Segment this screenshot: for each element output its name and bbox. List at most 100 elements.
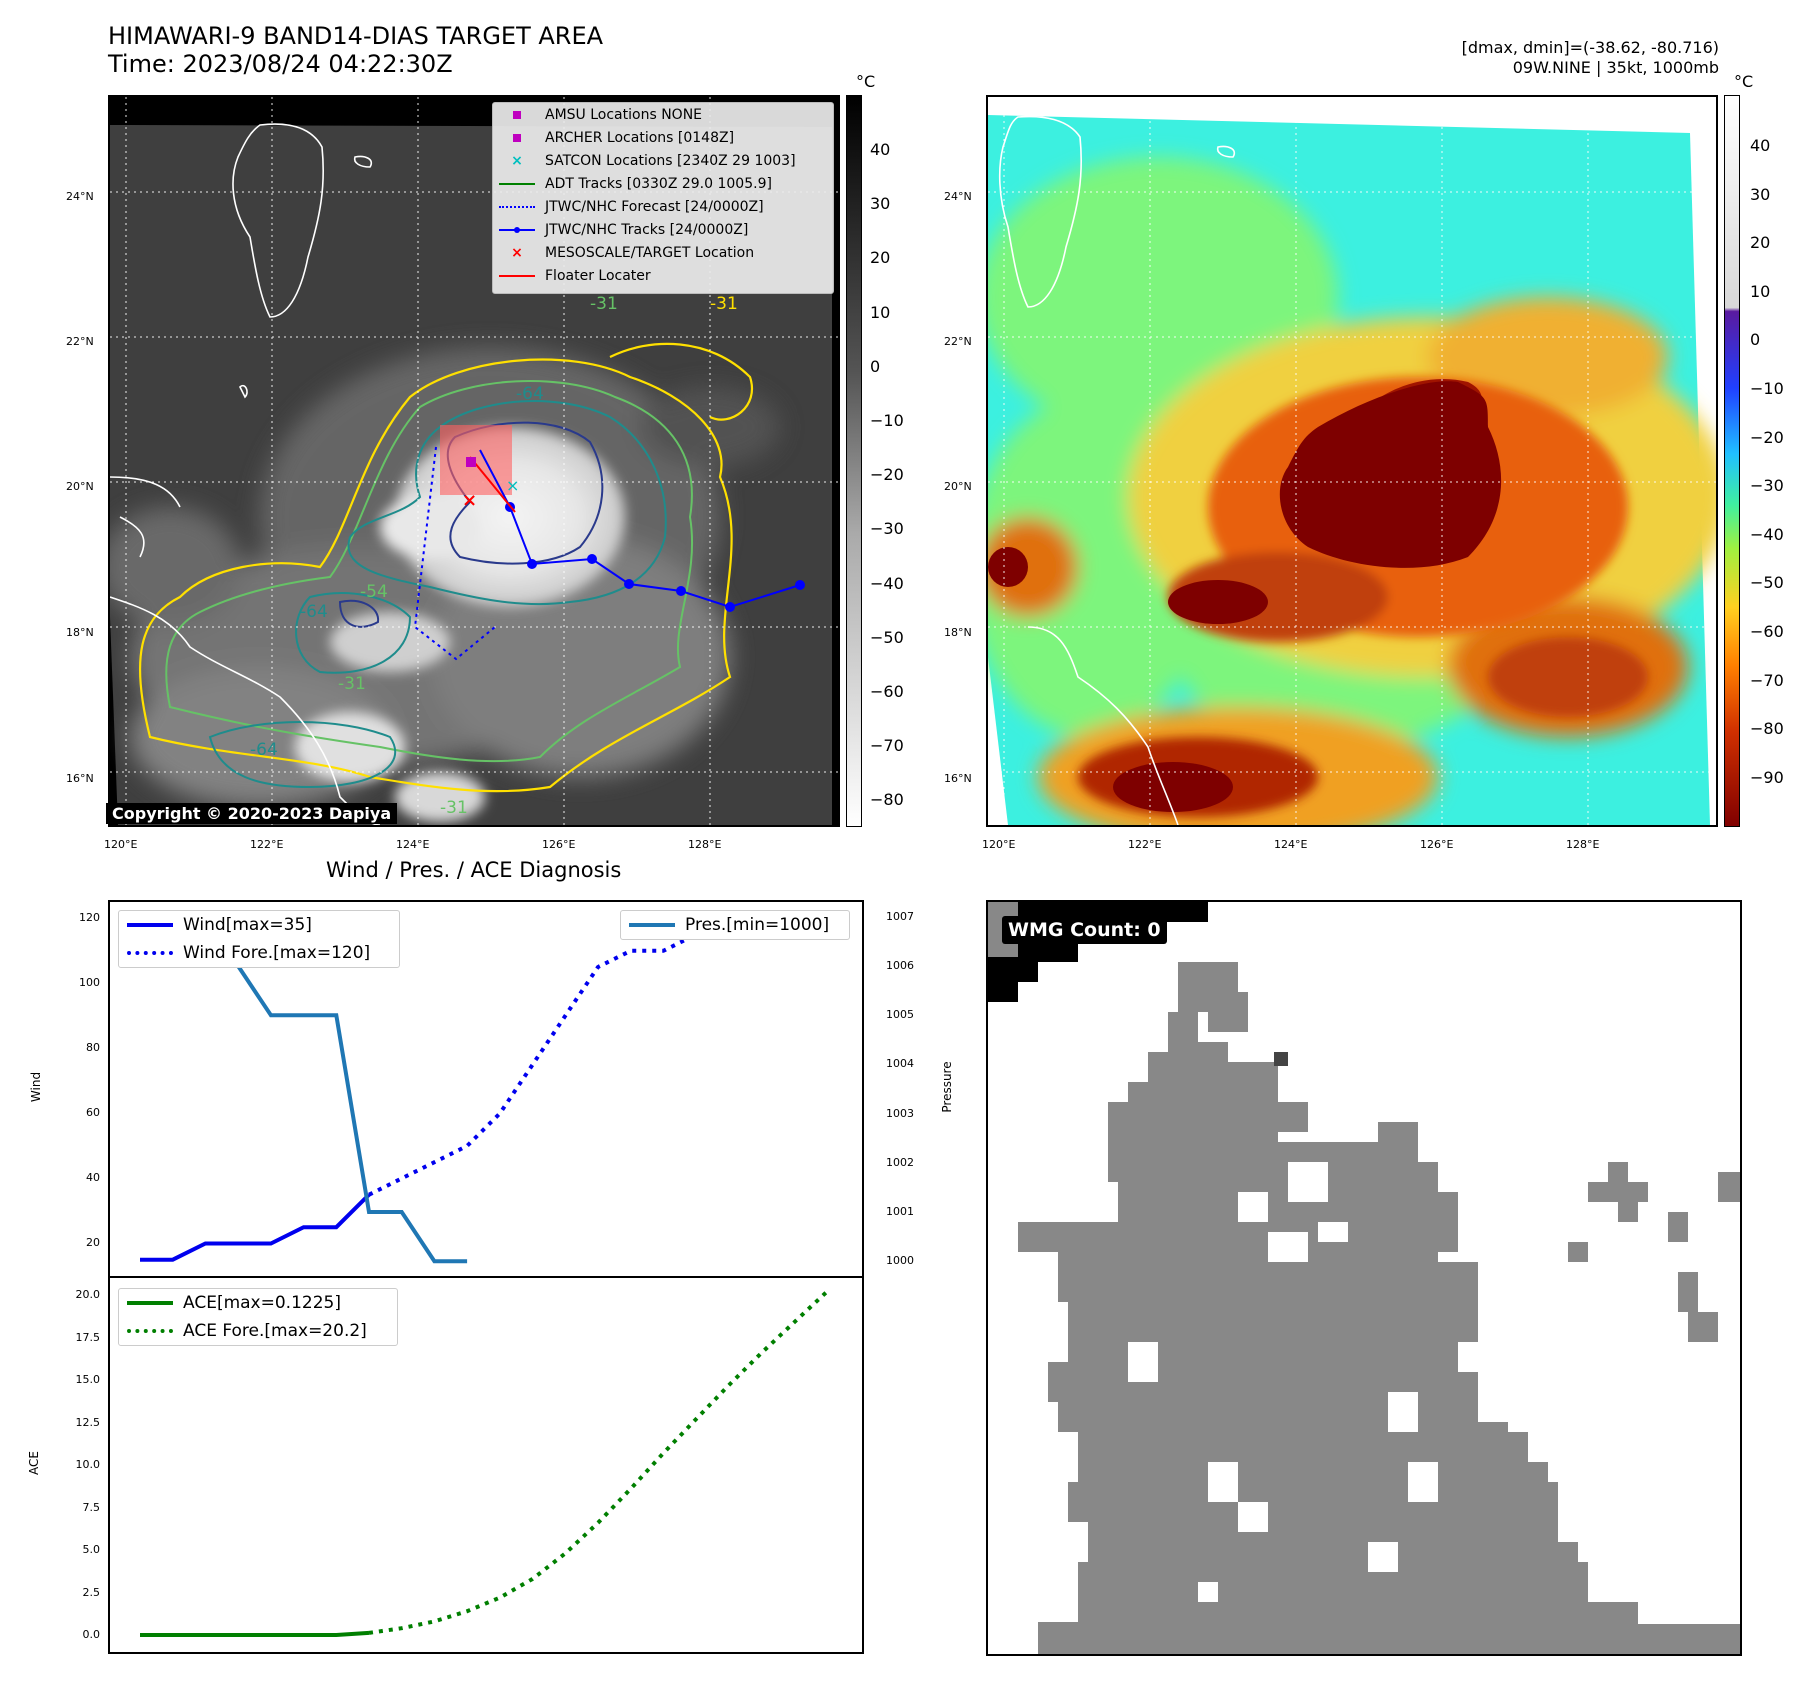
- page-title: HIMAWARI-9 BAND14-DIAS TARGET AREA Time: …: [108, 22, 603, 78]
- line-marker-icon: [499, 269, 535, 283]
- x-marker-icon: ×: [511, 244, 523, 261]
- axis-tick-label: 120: [79, 911, 100, 925]
- taiwan-coastline: [232, 123, 325, 318]
- legend-row-jtwc-tracks: JTWC/NHC Tracks [24/0000Z]: [493, 218, 833, 241]
- axis-tick-label: 1002: [886, 1155, 914, 1169]
- series-line: [368, 1290, 829, 1635]
- line-dot-icon: [499, 223, 535, 237]
- colorbar-tick-label: −30: [870, 519, 904, 539]
- floater-locater-line: [469, 456, 516, 513]
- x-marker-icon: ×: [511, 152, 523, 169]
- colorbar-tick-label: 10: [870, 302, 891, 322]
- axis-tick-label: 40: [86, 1171, 100, 1185]
- title-line-1: HIMAWARI-9 BAND14-DIAS TARGET AREA: [108, 22, 604, 50]
- colorbar-tick-label: −30: [1750, 476, 1784, 496]
- colorbar-tick-label: 30: [1750, 184, 1771, 204]
- legend-label: Wind Fore.[max=120]: [183, 943, 371, 963]
- color-map-canvas: [988, 97, 1716, 825]
- lon-label: 126°E: [1420, 838, 1454, 851]
- lon-label: 122°E: [1128, 838, 1162, 851]
- pressure-axis-label: Pressure: [940, 1061, 954, 1113]
- legend-label: Pres.[min=1000]: [685, 915, 830, 935]
- lat-label: 22°N: [944, 335, 972, 348]
- legend-label: MESOSCALE/TARGET Location: [545, 244, 755, 261]
- solid-line-icon: [127, 923, 173, 927]
- map-legend: AMSU Locations NONE ARCHER Locations [01…: [492, 102, 834, 294]
- dotted-line-icon: [127, 1329, 173, 1333]
- legend-label: Floater Locater: [545, 267, 651, 284]
- lon-label: 126°E: [542, 838, 576, 851]
- legend-row-floater: Floater Locater: [493, 264, 833, 287]
- legend-row-ace: ACE[max=0.1225]: [119, 1289, 397, 1317]
- legend-label: SATCON Locations [2340Z 29 1003]: [545, 152, 796, 169]
- cold-core: [1279, 381, 1502, 568]
- lat-label: 16°N: [944, 772, 972, 785]
- colorbar-tick-label: −50: [1750, 573, 1784, 593]
- pressure-legend: Pres.[min=1000]: [620, 910, 850, 940]
- square-marker-icon: [499, 108, 535, 122]
- satcon-marker: ×: [506, 476, 519, 495]
- contour-label: -64: [516, 384, 544, 404]
- copyright-label: Copyright © 2020-2023 Dapiya: [106, 803, 398, 824]
- axis-tick-label: 1005: [886, 1008, 914, 1022]
- legend-label: Wind[max=35]: [183, 915, 312, 935]
- contour-label: -31: [440, 798, 468, 818]
- lon-label: 120°E: [982, 838, 1016, 851]
- wmg-grid: [988, 902, 1740, 1654]
- contour-label: -64: [250, 740, 278, 760]
- lat-label: 24°N: [944, 190, 972, 203]
- line-marker-icon: [499, 177, 535, 191]
- axis-tick-label: 60: [86, 1106, 100, 1120]
- ace-plot: [140, 1290, 829, 1637]
- colorbar-tick-label: −90: [1750, 767, 1784, 787]
- legend-label: ARCHER Locations [0148Z]: [545, 129, 735, 146]
- axis-tick-label: 1006: [886, 958, 914, 972]
- colorbar-tick-label: 20: [1750, 233, 1771, 253]
- wind-legend: Wind[max=35] Wind Fore.[max=120]: [118, 910, 400, 968]
- colorbar-tick-label: −20: [1750, 427, 1784, 447]
- axis-tick-label: 0.0: [82, 1628, 101, 1641]
- legend-row-wind: Wind[max=35]: [119, 911, 399, 939]
- colorbar-tick-label: 40: [870, 140, 891, 159]
- lat-label: 18°N: [944, 626, 972, 639]
- stats-header: [dmax, dmin]=(-38.62, -80.716) 09W.NINE |…: [1462, 38, 1719, 78]
- axis-tick-label: 1000: [886, 1254, 914, 1268]
- lon-label: 128°E: [688, 838, 722, 851]
- dotted-line-icon: [499, 200, 535, 214]
- ace-chart: [108, 1276, 864, 1654]
- stats-line-1: [dmax, dmin]=(-38.62, -80.716): [1461, 38, 1719, 57]
- contour-label: -31: [338, 674, 366, 694]
- legend-label: ACE Fore.[max=20.2]: [183, 1321, 367, 1341]
- colorbar-tick-label: 20: [870, 248, 891, 268]
- legend-label: JTWC/NHC Tracks [24/0000Z]: [545, 221, 749, 238]
- colorbar-tick-label: 30: [870, 194, 891, 214]
- axis-tick-label: 1004: [886, 1057, 914, 1071]
- archer-marker: [466, 457, 476, 467]
- color-colorbar: [1724, 95, 1740, 827]
- legend-label: JTWC/NHC Forecast [24/0000Z]: [545, 198, 764, 215]
- legend-row-adt: ADT Tracks [0330Z 29.0 1005.9]: [493, 172, 833, 195]
- legend-row-wind-fore: Wind Fore.[max=120]: [119, 939, 399, 967]
- square-marker-icon: [499, 131, 535, 145]
- dotted-line-icon: [127, 951, 173, 955]
- colorbar-tick-label: −80: [1750, 719, 1784, 739]
- colorbar-tick-label: −10: [1750, 379, 1784, 398]
- colorbar-tick-label: 40: [1750, 136, 1771, 155]
- axis-tick-label: 7.5: [82, 1500, 101, 1514]
- lon-label: 124°E: [1274, 838, 1308, 851]
- legend-row-satcon: × SATCON Locations [2340Z 29 1003]: [493, 149, 833, 172]
- colorbar-tick-label: −70: [870, 736, 904, 756]
- axis-tick-label: 1001: [886, 1205, 914, 1219]
- grayscale-colorbar: [846, 95, 862, 827]
- colorbar-tick-label: −70: [1750, 670, 1784, 690]
- axis-tick-label: 5.0: [82, 1543, 101, 1556]
- lat-label: 22°N: [66, 335, 94, 348]
- contour-label: -31: [710, 294, 738, 314]
- axis-tick-label: 2.5: [82, 1585, 101, 1599]
- lon-label: 128°E: [1566, 838, 1600, 851]
- axis-tick-label: 80: [86, 1041, 100, 1055]
- colorbar-tick-label: −20: [870, 465, 904, 485]
- colorbar-tick-label: 10: [1750, 281, 1771, 301]
- series-line: [140, 1630, 370, 1637]
- lon-label: 122°E: [250, 838, 284, 851]
